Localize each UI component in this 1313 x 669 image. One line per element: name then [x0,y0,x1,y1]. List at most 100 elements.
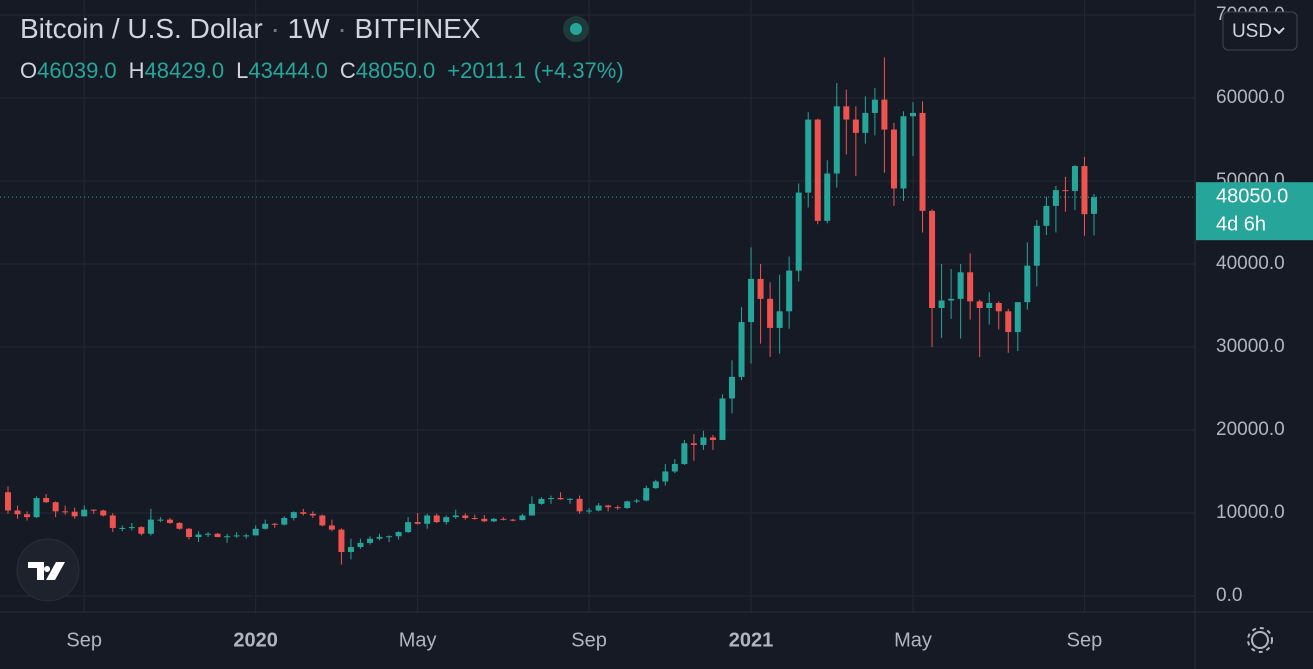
candle-body [424,515,431,524]
x-tick-label: Sep [66,629,102,651]
candle-body [33,498,40,518]
candle-body [690,443,697,445]
candle-body [205,533,212,535]
candle-body [1071,166,1078,191]
currency-caret[interactable] [1273,27,1285,35]
candle-body [81,509,88,517]
candle-body [709,437,716,440]
ohlc-line: O46039.0 H48429.0 L43444.0 C48050.0 +2011.1 (… [20,58,624,83]
candle-body [471,517,478,519]
candle-body [995,303,1002,312]
countdown: 4d 6h [1216,213,1266,235]
y-tick-label: 40000.0 [1216,253,1285,274]
candle-body [24,514,31,518]
x-tick-label: 2020 [233,629,278,651]
candle-body [1014,302,1021,333]
candle-body [967,272,974,302]
candle-body [1062,190,1069,192]
candle-body [786,270,793,312]
candle-body [1052,190,1059,206]
x-tick-label: Sep [571,629,607,651]
change: +2011.1 [447,58,526,83]
candle-body [614,507,621,509]
currency-label[interactable]: USD [1232,21,1272,42]
candle-body [52,502,59,512]
candle-body [71,511,78,517]
candle-body [738,322,745,377]
candle-body [252,528,259,536]
candle-body [452,515,459,518]
candle-body [128,527,135,529]
candle-body [519,515,526,521]
candle-body [490,518,497,522]
y-tick-label: 10000.0 [1216,502,1285,523]
symbol: Bitcoin / U.S. Dollar [20,13,263,44]
candle-body [109,515,116,528]
candle-body [214,533,221,538]
candle-body [1091,197,1097,214]
candle-body [624,501,631,509]
candle-body [776,311,783,328]
separator: · [337,13,346,44]
x-tick-label: 2021 [729,629,774,651]
candle-body [595,505,602,511]
candle-body [395,532,402,537]
candle-body [748,278,755,323]
candle-body [433,515,440,523]
currency-button[interactable] [1222,11,1298,51]
candle-body [500,518,507,520]
candle-body [176,522,183,529]
candle-body [462,515,469,518]
candle-body [281,517,288,525]
candle-body [481,518,488,522]
candle-body [528,503,535,516]
candle-body [843,106,850,120]
gear-ring[interactable] [1251,631,1269,649]
settings-icon[interactable] [1247,627,1273,653]
candle-body [1081,166,1088,215]
gear-teeth[interactable] [1247,627,1273,653]
candle-body [586,510,593,512]
candle-body [224,536,231,538]
ohlc-value: 43444.0 [248,58,328,83]
candle-body [605,505,612,508]
candle-body [852,119,859,133]
candle-body [681,443,688,465]
ohlc-key: H [129,58,145,83]
candle-body [309,513,316,516]
candle-body [262,523,269,529]
candle-body [157,519,164,521]
candle-body [119,527,126,529]
candle-body [643,488,650,501]
candle-body [14,510,21,515]
interval: 1W [288,13,331,44]
candle-body [147,519,154,534]
candle-body [767,298,774,328]
candle-body [862,112,869,133]
candle-body [824,173,831,221]
candle-body [900,116,907,189]
candle-body [1043,205,1050,226]
candle-body [557,498,564,500]
candle-body [243,535,250,537]
candle-body [367,538,373,543]
change-pct: (+4.37%) [534,58,624,83]
candle-body [567,498,574,500]
x-tick-label: May [399,629,437,651]
candle-body [633,500,640,502]
candle-body [509,519,516,521]
candle-body [138,527,145,534]
candle-body [538,498,545,504]
candle-body [833,106,840,174]
candle-body [976,301,983,308]
candle-body [300,512,307,514]
candle-body [195,534,202,538]
candle-body [929,210,936,308]
candle-body [5,492,11,511]
candles [0,57,1195,565]
candle-body [805,119,812,193]
ohlc-key: C [340,58,356,83]
candle-body [938,300,945,308]
header: Bitcoin / U.S. Dollar · 1W · BITFINEX O4… [20,13,624,82]
